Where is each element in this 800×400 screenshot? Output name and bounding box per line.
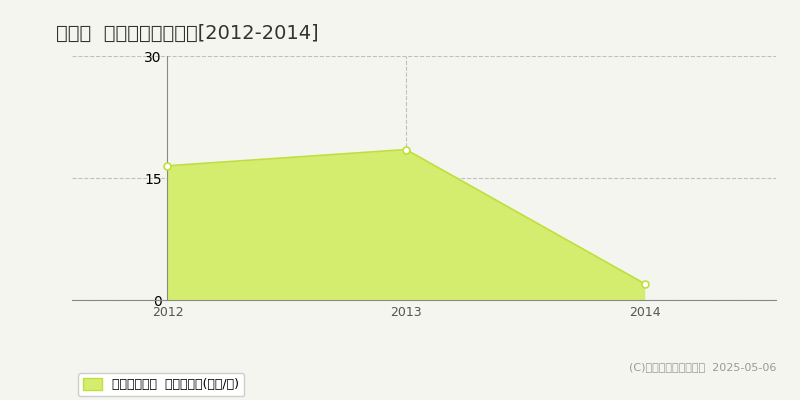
Text: 東川町  収益物件価格推移[2012-2014]: 東川町 収益物件価格推移[2012-2014] (56, 24, 318, 43)
Point (638, 280, 651, 287)
Text: (C)土地価格ドットコム  2025-05-06: (C)土地価格ドットコム 2025-05-06 (629, 362, 776, 372)
Point (400, 146, 413, 153)
Point (161, 162, 174, 169)
Legend: 収益物件価格  平均坊単価(万円/坊): 収益物件価格 平均坊単価(万円/坊) (78, 373, 244, 396)
